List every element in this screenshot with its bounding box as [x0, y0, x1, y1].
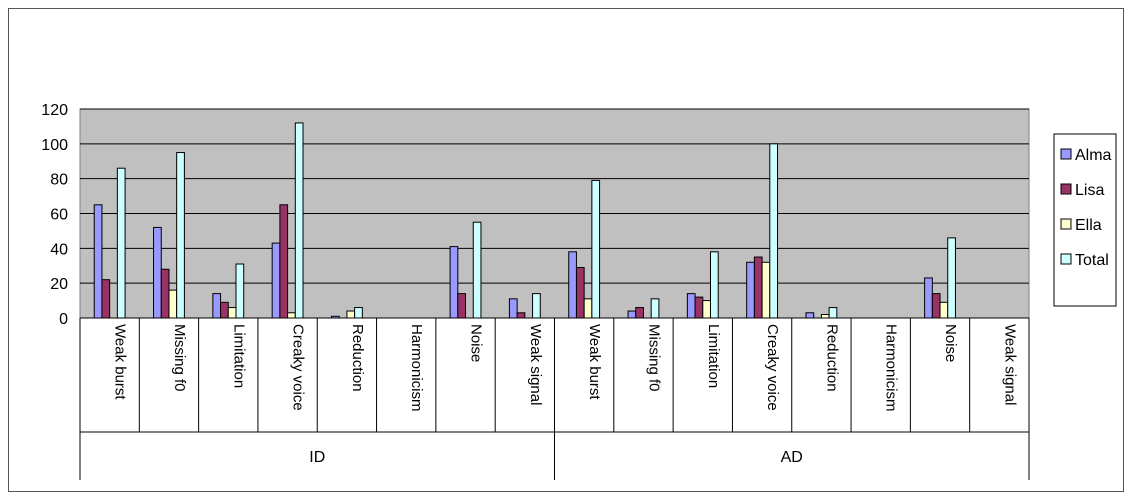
legend-swatch — [1060, 183, 1072, 195]
bar — [761, 261, 771, 319]
bar — [508, 298, 518, 319]
y-tick-label: 40 — [50, 241, 68, 258]
y-tick-label: 100 — [41, 137, 68, 154]
x-category-label: Creaky voice — [290, 324, 307, 411]
bar — [279, 204, 289, 319]
legend-swatch — [1060, 218, 1072, 230]
y-tick-label: 120 — [41, 102, 68, 119]
x-category-label: Reduction — [349, 324, 366, 392]
x-category-label: Missing f0 — [171, 324, 188, 392]
x-category-label: Harmonicism — [883, 324, 900, 412]
legend-label: Alma — [1075, 147, 1112, 164]
bar — [805, 312, 815, 319]
bar — [753, 256, 763, 319]
legend — [1053, 133, 1117, 307]
bar — [583, 298, 593, 319]
bar — [271, 242, 281, 319]
bar — [449, 246, 459, 319]
legend-label: Lisa — [1075, 182, 1104, 199]
bar — [702, 300, 711, 319]
bar — [746, 261, 755, 319]
x-category-label: Creaky voice — [764, 324, 781, 411]
bar — [769, 143, 779, 319]
bar — [635, 307, 644, 319]
bar — [294, 122, 304, 319]
x-category-label: Missing f0 — [645, 324, 662, 392]
x-category-label: Weak burst — [586, 324, 603, 400]
bar — [287, 312, 296, 319]
bar — [346, 310, 356, 319]
y-tick-label: 60 — [50, 207, 68, 224]
bar — [650, 298, 660, 319]
x-group-label: AD — [781, 449, 803, 466]
x-category-label: Limitation — [705, 324, 722, 388]
x-category-label: Weak burst — [112, 324, 129, 400]
x-category-label: Harmonicism — [408, 324, 425, 412]
bar — [212, 293, 222, 319]
bar — [947, 237, 956, 319]
bar — [575, 266, 585, 319]
bar — [93, 204, 103, 319]
bar — [227, 307, 237, 319]
bar — [591, 179, 601, 319]
legend-label: Total — [1075, 252, 1109, 269]
bar — [153, 226, 162, 319]
y-tick-label: 20 — [50, 276, 68, 293]
y-tick-label: 80 — [50, 172, 68, 189]
x-category-label: Noise — [942, 324, 959, 362]
x-category-label: Limitation — [230, 324, 247, 388]
y-tick-label: 0 — [59, 311, 68, 328]
x-category-label: Noise — [468, 324, 485, 362]
bar — [457, 293, 467, 319]
bar — [160, 268, 170, 319]
bar — [820, 314, 830, 319]
x-category-label: Weak signal — [1001, 324, 1018, 405]
bar — [516, 312, 526, 319]
bar — [828, 307, 838, 319]
bar — [354, 307, 363, 319]
bar — [709, 251, 719, 319]
x-category-label: Weak signal — [527, 324, 544, 405]
bar — [220, 301, 229, 319]
bar — [176, 152, 185, 319]
bar — [924, 277, 933, 319]
bar — [532, 293, 541, 319]
bar — [168, 289, 178, 319]
bar — [686, 293, 696, 319]
bar — [101, 279, 111, 319]
bar — [931, 293, 941, 319]
legend-label: Ella — [1075, 217, 1102, 234]
x-category-label: Reduction — [823, 324, 840, 392]
bar — [235, 263, 245, 319]
bar — [472, 221, 482, 319]
x-group-label: ID — [309, 449, 325, 466]
bar — [568, 251, 577, 319]
legend-swatch — [1060, 253, 1072, 265]
bar — [116, 167, 126, 319]
bar — [694, 296, 704, 319]
bar — [939, 301, 949, 319]
bar — [627, 310, 637, 319]
legend-swatch — [1060, 148, 1072, 160]
